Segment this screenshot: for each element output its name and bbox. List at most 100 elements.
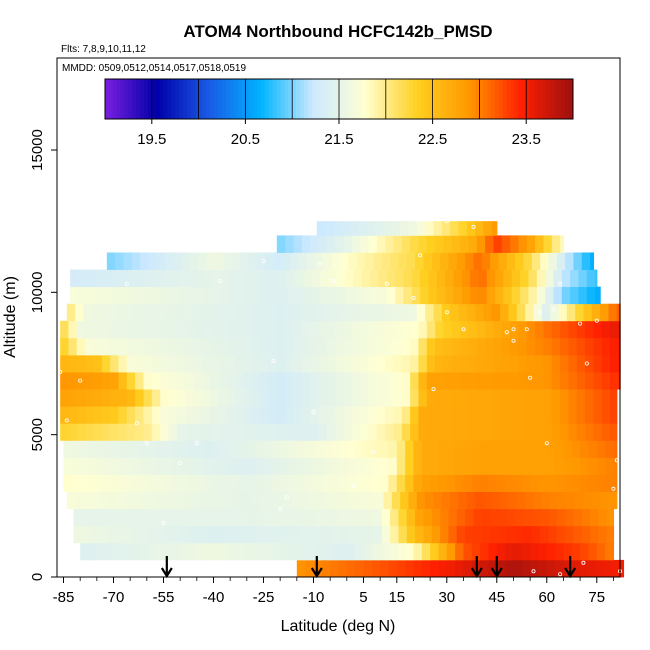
heatmap-cell — [555, 559, 565, 578]
heatmap-cell — [248, 525, 258, 544]
heatmap-cell — [330, 457, 340, 475]
x-tick-label: -25 — [253, 589, 275, 606]
heatmap-cell — [68, 406, 78, 424]
heatmap-cell — [368, 372, 378, 390]
heatmap-cell — [605, 440, 615, 458]
sample-point — [584, 361, 589, 366]
heatmap-cell — [576, 372, 586, 390]
heatmap-cell — [543, 337, 553, 356]
colorbar-segment — [253, 79, 258, 119]
x-tick-label: -40 — [203, 589, 225, 606]
heatmap-cell — [213, 457, 223, 475]
heatmap-cell — [118, 337, 128, 356]
heatmap-cell — [576, 320, 586, 339]
heatmap-cell — [551, 320, 561, 339]
heatmap-cell — [206, 252, 216, 270]
heatmap-cell — [68, 337, 78, 356]
heatmap-cell — [276, 235, 286, 253]
heatmap-cell — [60, 372, 70, 390]
heatmap-cell — [75, 491, 85, 510]
heatmap-cell — [488, 474, 498, 492]
heatmap-cells — [60, 221, 625, 578]
heatmap-cell — [255, 474, 265, 492]
colorbar: 19.5 20.5 21.5 22.5 23.5 — [104, 78, 574, 148]
heatmap-cell — [63, 457, 73, 475]
heatmap-cell — [270, 286, 280, 305]
heatmap-cell — [371, 440, 381, 458]
heatmap-cell — [103, 269, 113, 288]
sample-point — [538, 310, 543, 315]
heatmap-cell — [555, 542, 565, 561]
sample-point — [611, 486, 616, 491]
heatmap-cell — [406, 252, 416, 270]
heatmap-cell — [448, 525, 458, 544]
colorbar-segment — [342, 79, 348, 119]
heatmap-cell — [351, 423, 361, 441]
heatmap-cell — [360, 320, 370, 339]
colorbar-segment — [292, 79, 297, 119]
heatmap-cell — [593, 372, 603, 390]
heatmap-cell — [156, 508, 166, 527]
heatmap-cell — [293, 406, 303, 424]
heatmap-cell — [201, 372, 211, 390]
heatmap-cell — [360, 389, 370, 407]
heatmap-cell — [568, 320, 578, 339]
heatmap-cell — [368, 354, 378, 373]
heatmap-cell — [280, 474, 290, 492]
sample-point — [98, 256, 103, 261]
heatmap-cell — [485, 389, 495, 407]
heatmap-cell — [296, 542, 306, 561]
heatmap-cell — [468, 320, 478, 339]
heatmap-cell — [473, 252, 483, 270]
heatmap-cell — [391, 303, 401, 322]
colorbar-segment — [128, 79, 133, 119]
heatmap-cell — [548, 508, 558, 527]
heatmap-cell — [268, 372, 278, 390]
heatmap-cell — [151, 372, 161, 390]
heatmap-cell — [138, 457, 148, 475]
heatmap-cell — [493, 320, 503, 339]
heatmap-cell — [505, 559, 515, 578]
heatmap-cell — [556, 525, 566, 544]
heatmap-cell — [71, 457, 81, 475]
heatmap-cell — [481, 508, 491, 527]
heatmap-cell — [370, 269, 380, 288]
heatmap-cell — [596, 440, 606, 458]
heatmap-cell — [70, 286, 80, 305]
heatmap-cell — [401, 235, 411, 253]
heatmap-cell — [515, 508, 525, 527]
colorbar-segment — [463, 79, 469, 119]
heatmap-cell — [563, 457, 573, 475]
heatmap-cell — [361, 286, 371, 305]
heatmap-cell — [521, 542, 531, 561]
heatmap-cell — [158, 303, 168, 322]
heatmap-cell — [593, 389, 603, 407]
heatmap-cell — [568, 337, 578, 356]
heatmap-cell — [305, 559, 315, 578]
heatmap-cell — [205, 457, 215, 475]
heatmap-cell — [483, 303, 493, 322]
heatmap-cell — [138, 440, 148, 458]
heatmap-cell — [171, 542, 181, 561]
heatmap-cell — [255, 457, 265, 475]
heatmap-cell — [125, 303, 135, 322]
heatmap-cell — [330, 474, 340, 492]
heatmap-cell — [221, 474, 231, 492]
heatmap-cell — [425, 491, 435, 510]
y-tick-label: 5000 — [29, 418, 46, 451]
heatmap-cell — [285, 406, 295, 424]
heatmap-cell — [385, 337, 395, 356]
colorbar-segment — [358, 79, 363, 119]
heatmap-cell — [310, 337, 320, 356]
heatmap-cell — [76, 320, 86, 339]
heatmap-cell — [130, 474, 140, 492]
heatmap-cell — [85, 320, 95, 339]
heatmap-cell — [351, 406, 361, 424]
heatmap-cell — [330, 559, 340, 578]
heatmap-cell — [545, 269, 555, 288]
heatmap-cell — [251, 406, 261, 424]
heatmap-cell — [80, 474, 90, 492]
heatmap-cell — [463, 559, 473, 578]
heatmap-cell — [156, 252, 166, 270]
colorbar-segment — [354, 79, 359, 119]
